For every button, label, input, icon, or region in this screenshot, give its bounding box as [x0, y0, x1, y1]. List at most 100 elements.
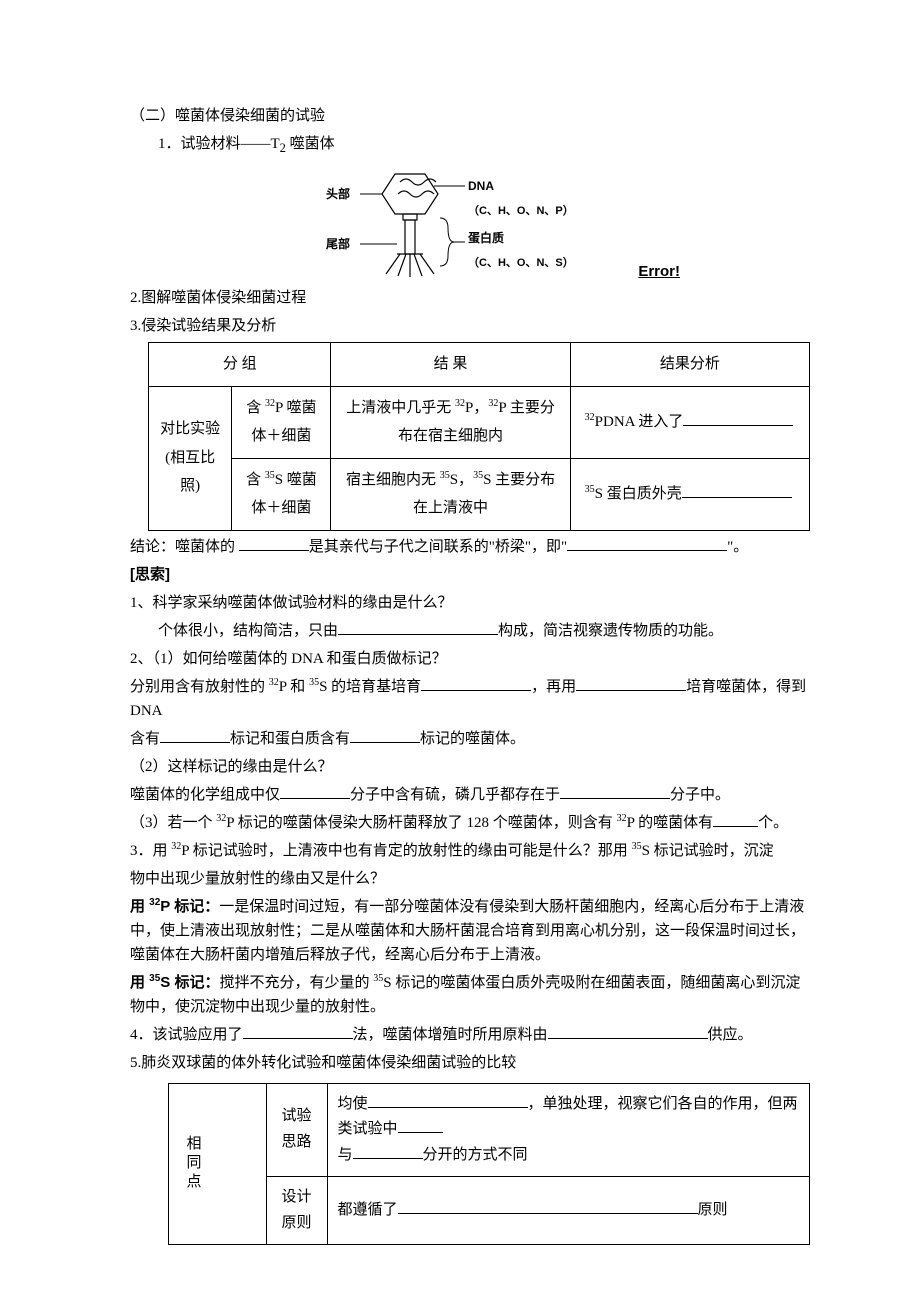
item-2: 2.图解噬菌体侵染细菌过程 — [130, 286, 810, 310]
q2-sub3: （3）若一个 32P 标记的噬菌体侵染大肠杆菌释放了 128 个噬菌体，则含有 … — [130, 811, 810, 835]
td-row2-body: 都遵循了 原则 — [327, 1177, 809, 1245]
td-r2-an: 35S 蛋白质外壳 — [570, 458, 809, 530]
r1-cond-text: 含 32P 噬菌体＋细菌 — [246, 400, 316, 445]
conclusion-line: 结论：噬菌体的 是其亲代与子代之间联系的"桥梁"，即""。 — [130, 535, 810, 559]
th-group: 分 组 — [149, 343, 331, 387]
q2-s2-a: 噬菌体的化学组成中仅 — [130, 787, 280, 803]
q4-pre: 4．该试验应用了 — [130, 1027, 243, 1043]
r2-cond-text: 含 35S 噬菌体＋细菌 — [246, 472, 317, 517]
r1-res-text: 上清液中几乎无 32P，32P 主要分布在宿主细胞内 — [346, 400, 555, 445]
compare-table: 相同点 试验思路 均使，单独处理，视察它们各自的作用，但两类试验中 与分开的方式… — [168, 1083, 810, 1246]
item1-tail: 噬菌体 — [286, 136, 335, 152]
results-table: 分 组 结 果 结果分析 对比实验(相互比照) 含 32P 噬菌体＋细菌 上清液… — [148, 342, 810, 531]
blank — [713, 812, 758, 827]
q2-p1-d: ，再用 — [531, 679, 576, 695]
q1-line2: 个体很小，结构简洁，只由构成，简洁视察遗传物质的功能。 — [130, 619, 810, 643]
td-group-label: 对比实验(相互比照) — [149, 386, 232, 530]
table-row: 含 35S 噬菌体＋细菌 宿主细胞内无 35S，35S 主要分布在上清液中 35… — [149, 458, 810, 530]
blank — [398, 1199, 698, 1214]
error-label: Error! — [638, 260, 680, 284]
dia-protein-paren: （C、H、O、N、S） — [468, 257, 574, 269]
blank — [243, 1024, 353, 1039]
blank — [353, 1144, 423, 1159]
q3-ans32: 用 32P 标记：一是保温时间过短，有一部分噬菌体没有侵染到大肠杆菌细胞内，经离… — [130, 895, 810, 967]
blank — [682, 483, 792, 498]
blank — [338, 620, 498, 635]
q3-line2: 物中出现少量放射性的缘由又是什么？ — [130, 867, 810, 891]
td-row2-lbl: 设计原则 — [266, 1177, 327, 1245]
r1-an-text: 32PDNA 进入了 — [585, 414, 684, 430]
th-analysis: 结果分析 — [570, 343, 809, 387]
td-r2-cond: 含 35S 噬菌体＋细菌 — [232, 458, 331, 530]
concl-mid: 是其亲代与子代之间联系的"桥梁"，即" — [309, 539, 567, 555]
q2-p1-a: 分别用含有放射性的 — [130, 679, 269, 695]
phage-diagram: 头部 尾部 DNA （C、H、O、N、P） 蛋白质 （C、H、O、N、S） Er… — [290, 164, 650, 284]
t2-r1-a: 均使 — [338, 1096, 368, 1112]
blank — [398, 1118, 443, 1133]
item-1-material: 1．试验材料——T2 噬菌体 — [130, 132, 810, 158]
blank — [280, 784, 350, 799]
q2-p2-c: 标记的噬菌体。 — [420, 731, 525, 747]
q2-s3-c: P 的噬菌体有 — [627, 815, 714, 831]
t2-r1-d: 分开的方式不同 — [423, 1147, 528, 1163]
blank — [350, 728, 420, 743]
think-label: [思索] — [130, 563, 810, 587]
q2-p2-a: 含有 — [130, 731, 160, 747]
q2-p2: 含有 标记和蛋白质含有 标记的噬菌体。 — [130, 727, 810, 751]
document-page: （二）噬菌体侵染细菌的试验 1．试验材料——T2 噬菌体 — [0, 0, 920, 1305]
table-row: 分 组 结 果 结果分析 — [149, 343, 810, 387]
blank — [560, 784, 670, 799]
blank — [548, 1024, 708, 1039]
q2-p1: 分别用含有放射性的 32P 和 35S 的培育基培育，再用培育噬菌体，得到 DN… — [130, 675, 810, 723]
blank — [239, 536, 309, 551]
q2-s3-d: 个。 — [758, 815, 788, 831]
q1-l2-pre: 个体很小，结构简洁，只由 — [158, 623, 338, 639]
td-row1-body: 均使，单独处理，视察它们各自的作用，但两类试验中 与分开的方式不同 — [327, 1083, 809, 1177]
section-2-title: （二）噬菌体侵染细菌的试验 — [130, 104, 810, 128]
q2-p2-b: 标记和蛋白质含有 — [230, 731, 350, 747]
t2-r2-b: 原则 — [698, 1202, 728, 1218]
table-row: 对比实验(相互比照) 含 32P 噬菌体＋细菌 上清液中几乎无 32P，32P … — [149, 386, 810, 458]
q3-32-body: 一是保温时间过短，有一部分噬菌体没有侵染到大肠杆菌细胞内，经离心后分布于上清液中… — [130, 899, 805, 963]
q3-l1-c: S 标记试验时，沉淀 — [642, 843, 774, 859]
td-r2-res: 宿主细胞内无 35S，35S 主要分布在上清液中 — [331, 458, 570, 530]
q3-l1-a: 3．用 — [130, 843, 171, 859]
q3-l1-b: P 标记试验时，上清液中也有肯定的放射性的缘由可能是什么？那用 — [181, 843, 631, 859]
q3-35-label: 用 35S 标记： — [130, 974, 219, 991]
td-same: 相同点 — [169, 1083, 267, 1245]
q3-35-body: 搅拌不充分，有少量的 35S 标记的噬菌体蛋白质外壳吸附在细菌表面，随细菌离心到… — [130, 975, 800, 1015]
td-r1-cond: 含 32P 噬菌体＋细菌 — [232, 386, 331, 458]
td-r1-res: 上清液中几乎无 32P，32P 主要分布在宿主细胞内 — [331, 386, 570, 458]
dia-head-label: 头部 — [326, 185, 350, 204]
same-label: 相同点 — [179, 1135, 205, 1192]
q4-post: 供应。 — [708, 1027, 753, 1043]
blank — [576, 676, 686, 691]
blank — [160, 728, 230, 743]
q2-line1: 2、（1）如何给噬菌体的 DNA 和蛋白质做标记？ — [130, 647, 810, 671]
concl-pre: 结论：噬菌体的 — [130, 539, 239, 555]
r2-res-text: 宿主细胞内无 35S，35S 主要分布在上清液中 — [346, 472, 555, 517]
q2-sub2: （2）这样标记的缘由是什么？ — [130, 755, 810, 779]
blank — [683, 411, 793, 426]
q2-s2-b: 分子中含有硫，磷几乎都存在于 — [350, 787, 560, 803]
q2-p1-b: P 和 — [279, 679, 309, 695]
dia-dna-label: DNA — [468, 179, 494, 193]
blank — [421, 676, 531, 691]
q3-ans35: 用 35S 标记：搅拌不充分，有少量的 35S 标记的噬菌体蛋白质外壳吸附在细菌… — [130, 971, 810, 1019]
dia-dna-paren: （C、H、O、N、P） — [468, 205, 574, 217]
q2-s2-c: 分子中。 — [670, 787, 730, 803]
r2-an-text: 35S 蛋白质外壳 — [585, 486, 682, 502]
q1-line1: 1、科学家采纳噬菌体做试验材料的缘由是什么？ — [130, 591, 810, 615]
blank — [368, 1093, 528, 1108]
dia-protein-label: 蛋白质 — [468, 231, 504, 245]
blank — [567, 536, 727, 551]
t2-r1-c: 与 — [338, 1147, 353, 1163]
item1-text: 1．试验材料——T — [158, 136, 280, 152]
t2-r2-a: 都遵循了 — [338, 1202, 398, 1218]
q4: 4．该试验应用了法，噬菌体增殖时所用原料由供应。 — [130, 1023, 810, 1047]
q2-s3-b: P 标记的噬菌体侵染大肠杆菌释放了 128 个噬菌体，则含有 — [226, 815, 616, 831]
q3-32-label: 用 32P 标记： — [130, 898, 219, 915]
td-r1-an: 32PDNA 进入了 — [570, 386, 809, 458]
th-result: 结 果 — [331, 343, 570, 387]
q2-s3-a: （3）若一个 — [130, 815, 216, 831]
